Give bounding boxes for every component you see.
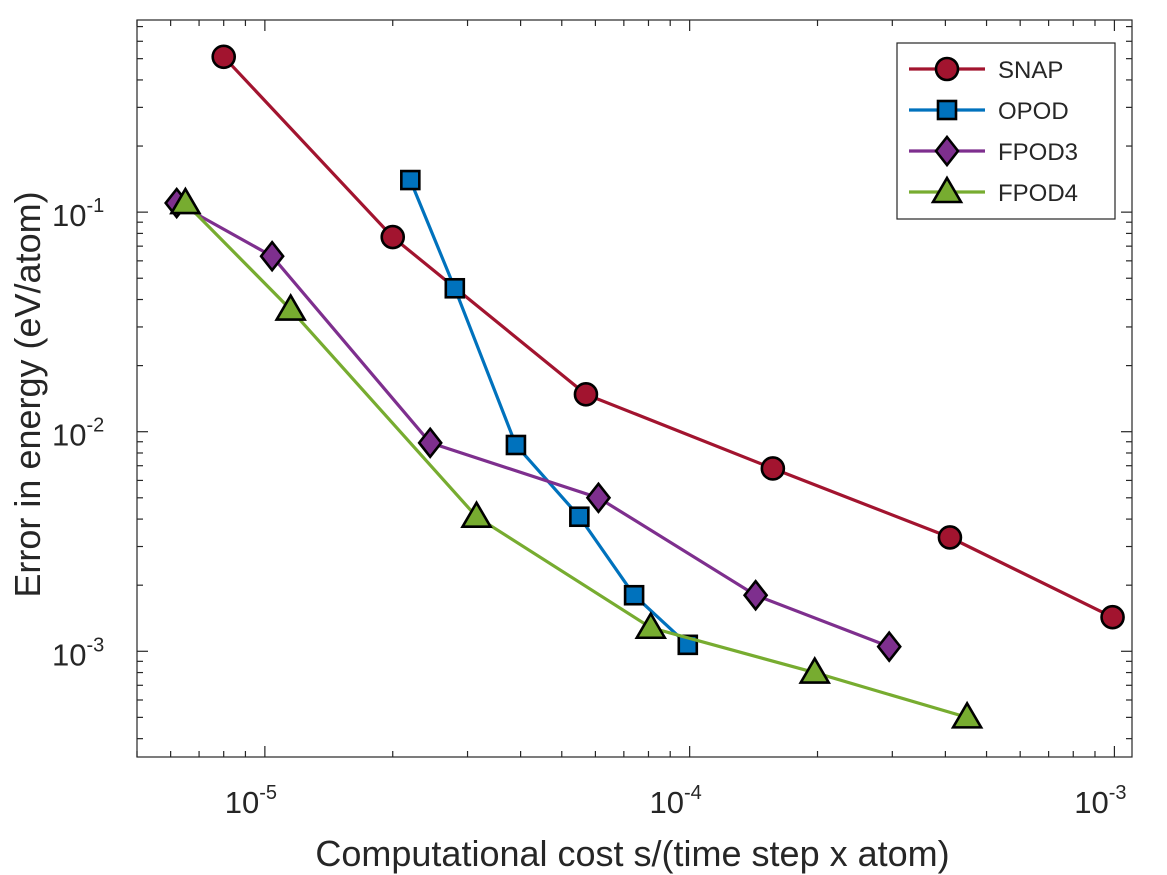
legend-label-fpod4: FPOD4 bbox=[998, 180, 1078, 207]
series-snap bbox=[211, 44, 1125, 630]
data-point-fpod4 bbox=[169, 186, 202, 215]
data-point-snap bbox=[760, 456, 786, 481]
data-point-snap bbox=[937, 525, 963, 550]
x-tick-labels: 10-5 10-4 10-3 bbox=[225, 782, 1127, 820]
data-point-snap bbox=[380, 224, 406, 250]
legend: SNAP OPOD FPOD3 FPOD4 bbox=[896, 42, 1116, 220]
series-layer bbox=[164, 44, 1125, 729]
y-tick-label: 10-1 bbox=[52, 195, 104, 233]
data-point-snap bbox=[1100, 604, 1125, 630]
legend-label-snap: SNAP bbox=[998, 57, 1063, 84]
legend-label-fpod3: FPOD3 bbox=[998, 139, 1078, 166]
series-line-fpod3 bbox=[175, 201, 890, 649]
series-line-fpod4 bbox=[184, 201, 968, 719]
legend-marker-fpod4 bbox=[930, 175, 964, 204]
legend-marker-opod bbox=[936, 99, 958, 121]
tick-marks bbox=[136, 20, 1132, 757]
data-point-fpod3 bbox=[585, 481, 612, 514]
data-point-opod bbox=[444, 277, 466, 299]
data-point-snap bbox=[211, 44, 237, 70]
x-tick-label: 10-3 bbox=[1074, 782, 1126, 820]
series-fpod4 bbox=[169, 186, 984, 729]
series-line-snap bbox=[222, 55, 1114, 619]
data-point-fpod4 bbox=[274, 292, 307, 321]
data-point-fpod3 bbox=[417, 426, 443, 459]
axes-box bbox=[136, 19, 1133, 758]
data-point-fpod3 bbox=[742, 579, 769, 612]
legend-label-opod: OPOD bbox=[998, 98, 1069, 125]
y-tick-labels: 10-3 10-2 10-1 bbox=[52, 195, 104, 672]
y-axis-label: Error in energy (eV/atom) bbox=[7, 191, 48, 597]
data-point-fpod4 bbox=[798, 655, 831, 684]
data-point-opod bbox=[569, 506, 590, 528]
y-tick-label: 10-2 bbox=[52, 415, 104, 453]
data-point-snap bbox=[573, 382, 599, 407]
data-point-fpod4 bbox=[634, 611, 668, 640]
data-point-opod bbox=[400, 169, 421, 191]
y-tick-label: 10-3 bbox=[52, 634, 104, 672]
legend-box bbox=[896, 42, 1116, 220]
x-tick-label: 10-4 bbox=[650, 782, 702, 820]
legend-marker-fpod3 bbox=[934, 134, 960, 168]
data-point-fpod3 bbox=[876, 630, 902, 663]
x-axis-label: Computational cost s/(time step x atom) bbox=[315, 833, 949, 874]
data-point-opod bbox=[505, 434, 527, 456]
data-point-fpod3 bbox=[259, 240, 285, 273]
legend-marker-snap bbox=[934, 56, 960, 82]
data-point-fpod4 bbox=[460, 500, 493, 529]
data-point-fpod4 bbox=[950, 700, 984, 729]
data-point-opod bbox=[623, 584, 645, 606]
x-tick-label: 10-5 bbox=[225, 782, 277, 820]
series-fpod3 bbox=[164, 186, 902, 663]
